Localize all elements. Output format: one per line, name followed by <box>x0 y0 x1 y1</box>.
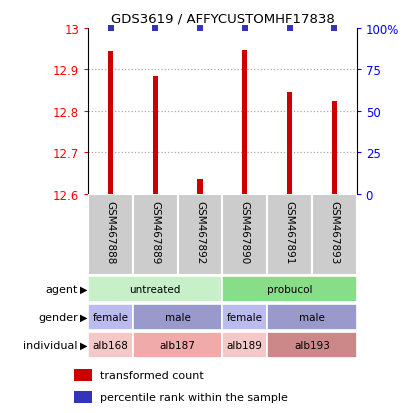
Bar <box>88 304 133 330</box>
Bar <box>88 276 222 302</box>
Bar <box>177 195 222 275</box>
Bar <box>331 101 336 195</box>
Bar <box>222 304 267 330</box>
Text: GSM467892: GSM467892 <box>195 201 204 264</box>
Text: GSM467891: GSM467891 <box>284 201 294 264</box>
Text: GSM467888: GSM467888 <box>105 201 115 264</box>
Bar <box>267 195 311 275</box>
Text: individual: individual <box>23 340 78 350</box>
Bar <box>133 304 222 330</box>
Bar <box>133 332 222 358</box>
Text: GSM467890: GSM467890 <box>239 201 249 264</box>
Text: female: female <box>92 312 128 322</box>
Text: male: male <box>164 312 190 322</box>
Text: GSM467889: GSM467889 <box>150 201 160 264</box>
Bar <box>74 392 92 404</box>
Text: ▶: ▶ <box>80 284 87 294</box>
Text: agent: agent <box>45 284 78 294</box>
Bar <box>222 332 267 358</box>
Text: male: male <box>298 312 324 322</box>
Bar <box>242 50 247 195</box>
Text: percentile rank within the sample: percentile rank within the sample <box>100 392 288 402</box>
Bar <box>222 276 356 302</box>
Title: GDS3619 / AFFYCUSTOMHF17838: GDS3619 / AFFYCUSTOMHF17838 <box>110 12 333 25</box>
Bar <box>152 76 157 195</box>
Text: ▶: ▶ <box>80 340 87 350</box>
Bar <box>197 180 202 195</box>
Text: ▶: ▶ <box>80 312 87 322</box>
Text: transformed count: transformed count <box>100 370 204 380</box>
Bar <box>133 195 177 275</box>
Bar <box>286 93 292 195</box>
Bar <box>311 195 356 275</box>
Bar <box>88 332 133 358</box>
Text: gender: gender <box>38 312 78 322</box>
Text: untreated: untreated <box>129 284 180 294</box>
Bar <box>108 52 113 195</box>
Bar <box>267 332 356 358</box>
Text: alb168: alb168 <box>92 340 128 350</box>
Text: female: female <box>226 312 262 322</box>
Text: alb189: alb189 <box>226 340 262 350</box>
Text: GSM467893: GSM467893 <box>328 201 339 264</box>
Text: alb187: alb187 <box>160 340 195 350</box>
Bar <box>267 304 356 330</box>
Bar <box>222 195 267 275</box>
Bar <box>88 195 133 275</box>
Text: probucol: probucol <box>266 284 312 294</box>
Bar <box>74 369 92 381</box>
Text: alb193: alb193 <box>293 340 329 350</box>
